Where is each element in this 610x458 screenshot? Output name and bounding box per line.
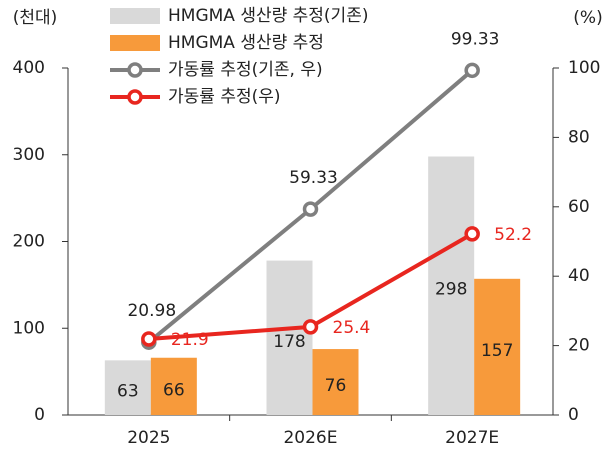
line-marker [141, 331, 157, 347]
line-value-label: 25.4 [333, 318, 371, 338]
line-value-label: 59.33 [289, 168, 338, 188]
line-marker [464, 226, 480, 242]
y-tick-label: 200 [13, 232, 45, 252]
line-value-label: 21.9 [171, 330, 209, 350]
bar [312, 349, 359, 415]
y2-tick-label: 0 [568, 405, 579, 425]
y-tick-label: 300 [13, 145, 45, 165]
y2-tick-label: 80 [568, 127, 590, 147]
bar-value-label: 66 [163, 380, 185, 400]
line-marker [464, 62, 480, 79]
bar-value-label: 63 [117, 382, 139, 402]
line-marker [302, 319, 319, 335]
x-tick-label: 2025 [127, 428, 170, 448]
legend-label: HMGMA 생산량 추정(기존) [168, 6, 368, 26]
line-value-label: 52.2 [494, 225, 532, 245]
y-tick-label: 100 [13, 318, 45, 338]
y2-tick-label: 20 [568, 336, 590, 356]
bar-value-label: 157 [481, 341, 513, 361]
bar [266, 260, 313, 415]
bar-value-label: 76 [325, 376, 347, 396]
legend-marker [127, 62, 143, 78]
bar [104, 360, 151, 415]
y-unit: (천대) [13, 8, 58, 28]
y2-tick-label: 40 [568, 266, 590, 286]
y-tick-label: 400 [13, 58, 45, 78]
line-marker [302, 201, 319, 217]
bar [150, 357, 197, 415]
legend-label: 가동률 추정(우) [168, 87, 281, 107]
legend-marker [127, 89, 143, 105]
x-tick-label: 2027E [445, 428, 499, 448]
y-tick-label: 0 [34, 405, 45, 425]
legend-label: 가동률 추정(기존, 우) [168, 60, 323, 80]
y2-tick-label: 100 [568, 58, 600, 78]
y2-tick-label: 60 [568, 197, 590, 217]
line-value-label: 99.33 [451, 29, 500, 49]
legend-swatch [110, 35, 160, 51]
bar [474, 278, 521, 415]
bar [428, 156, 475, 416]
line-value-label: 20.98 [127, 301, 176, 321]
legend-label: HMGMA 생산량 추정 [168, 33, 324, 53]
legend-swatch [110, 8, 160, 24]
y2-unit: (%) [573, 8, 602, 28]
bar-value-label: 178 [273, 332, 305, 352]
bar-value-label: 298 [435, 280, 467, 300]
x-tick-label: 2026E [283, 428, 337, 448]
